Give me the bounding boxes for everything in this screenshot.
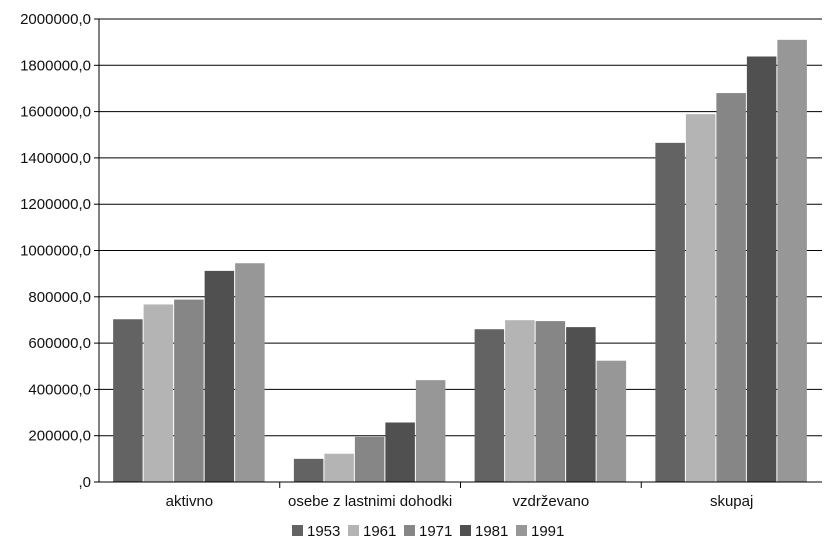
- y-axis: ,0 200000,0 400000,0 600000,0 800000,0 100000…: [20, 11, 99, 491]
- bar-1953-0: [113, 319, 143, 482]
- legend-swatch-1971: [404, 525, 415, 536]
- bar-1961-0: [143, 304, 174, 482]
- y-tick-label: ,0: [78, 474, 91, 491]
- y-tick-label: 1400000,0: [20, 150, 91, 167]
- bar-1971-0: [174, 299, 204, 482]
- legend: 1953 1961 1971 1981 1991: [292, 523, 564, 540]
- bar-1991-2: [596, 360, 627, 482]
- bar-1953-3: [655, 142, 685, 483]
- y-tick-label: 1800000,0: [20, 57, 91, 74]
- y-tick-label: 1200000,0: [20, 196, 91, 213]
- legend-label: 1971: [419, 523, 452, 540]
- x-tick-label: skupaj: [710, 493, 753, 510]
- bar-1981-3: [746, 56, 777, 483]
- bar-1953-2: [474, 329, 505, 482]
- bar-1953-1: [293, 458, 324, 482]
- bar-1991-1: [415, 380, 446, 482]
- x-axis: [94, 19, 822, 488]
- legend-label: 1981: [475, 523, 508, 540]
- bars: [113, 39, 807, 483]
- bar-1961-3: [685, 114, 716, 483]
- legend-swatch-1991: [516, 525, 527, 536]
- y-tick-label: 600000,0: [28, 335, 91, 352]
- bar-1971-1: [354, 436, 385, 482]
- x-tick-label: osebe z lastnimi dohodki: [288, 493, 452, 510]
- bar-1981-0: [204, 270, 235, 482]
- legend-swatch-1953: [292, 525, 303, 536]
- bar-1981-1: [385, 422, 415, 482]
- y-tick-label: 1600000,0: [20, 104, 91, 121]
- x-tick-labels: aktivno osebe z lastnimi dohodki vzdrževan…: [166, 493, 754, 510]
- x-tick-label: vzdrževano: [513, 493, 590, 510]
- legend-label: 1953: [307, 523, 340, 540]
- bar-1971-3: [716, 93, 746, 482]
- y-tick-label: 800000,0: [28, 289, 91, 306]
- y-tick-label: 200000,0: [28, 428, 91, 445]
- bar-1961-1: [324, 453, 354, 482]
- bar-1961-2: [505, 320, 535, 482]
- y-tick-label: 1000000,0: [20, 243, 91, 260]
- bar-1991-3: [777, 39, 807, 483]
- bar-1991-0: [235, 263, 265, 482]
- x-tick-label: aktivno: [166, 493, 214, 510]
- y-tick-label: 2000000,0: [20, 11, 91, 28]
- legend-label: 1991: [531, 523, 564, 540]
- legend-swatch-1961: [348, 525, 359, 536]
- bar-1971-2: [535, 321, 566, 482]
- y-tick-label: 400000,0: [28, 381, 91, 398]
- legend-label: 1961: [363, 523, 396, 540]
- bar-1981-2: [566, 327, 596, 482]
- legend-swatch-1981: [460, 525, 471, 536]
